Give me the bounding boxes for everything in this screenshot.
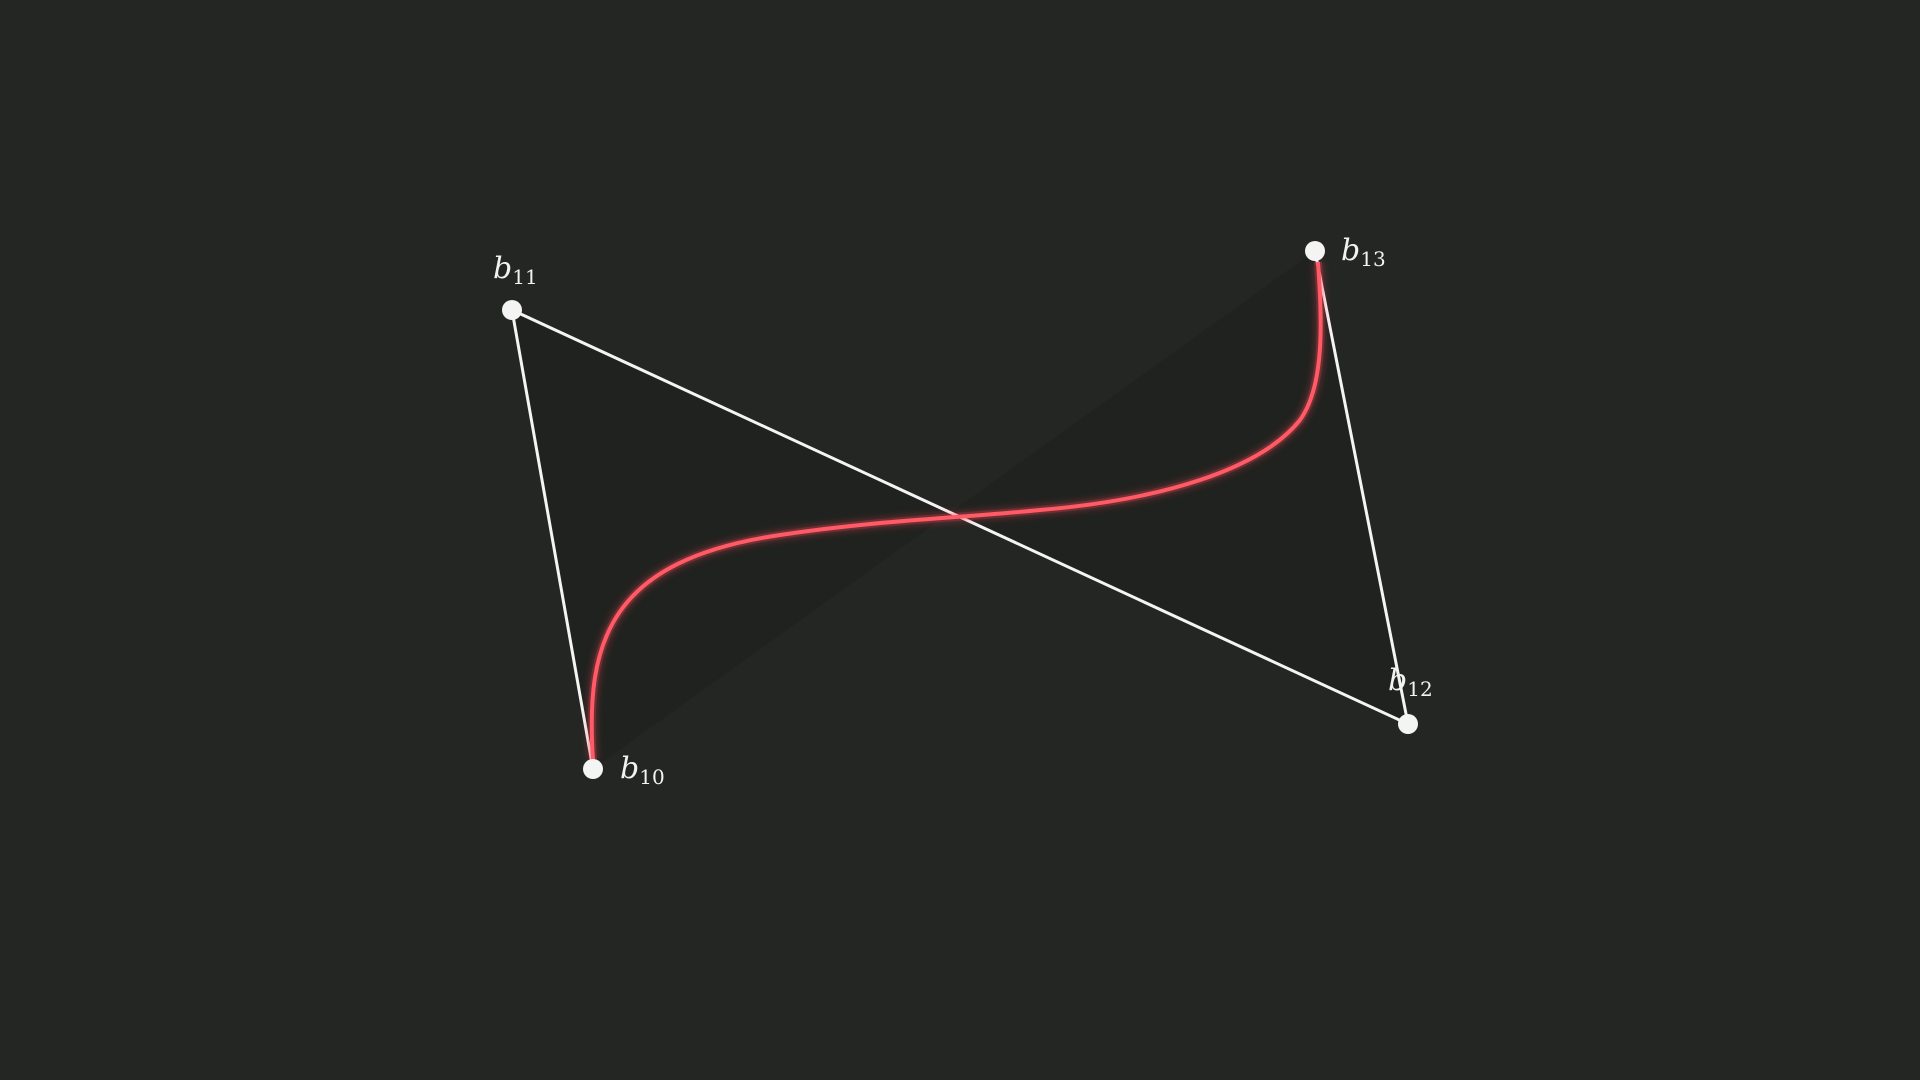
label-b11: b11 bbox=[493, 251, 538, 289]
label-b13-sub: 13 bbox=[1360, 247, 1385, 271]
label-b12-sub: 12 bbox=[1407, 677, 1432, 701]
label-b11-sub: 11 bbox=[512, 265, 537, 289]
label-b10-base: b bbox=[620, 751, 639, 786]
label-b12-base: b bbox=[1388, 663, 1407, 698]
control-point-b12[interactable] bbox=[1398, 714, 1418, 734]
label-b10: b10 bbox=[620, 751, 665, 789]
label-b10-sub: 10 bbox=[639, 765, 664, 789]
bezier-curve bbox=[589, 261, 1323, 761]
control-point-b10[interactable] bbox=[583, 759, 603, 779]
label-b13: b13 bbox=[1341, 233, 1386, 271]
label-b11-base: b bbox=[493, 251, 512, 286]
control-segment-b10-b11 bbox=[510, 309, 595, 770]
control-hull-shading bbox=[512, 251, 1408, 769]
control-point-b11[interactable] bbox=[502, 300, 522, 320]
label-b13-base: b bbox=[1341, 233, 1360, 268]
label-b12: b12 bbox=[1388, 663, 1433, 701]
control-segment-b12-b13 bbox=[1313, 250, 1410, 725]
control-point-b13[interactable] bbox=[1305, 241, 1325, 261]
